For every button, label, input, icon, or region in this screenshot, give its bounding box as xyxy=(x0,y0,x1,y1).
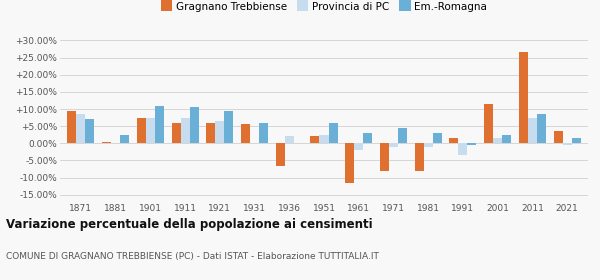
Bar xyxy=(354,143,363,150)
Bar xyxy=(329,123,338,143)
Bar xyxy=(519,52,528,143)
Bar xyxy=(102,142,111,143)
Bar xyxy=(215,121,224,143)
Bar xyxy=(493,138,502,143)
Bar xyxy=(190,107,199,143)
Bar xyxy=(67,111,76,143)
Bar xyxy=(467,143,476,145)
Bar xyxy=(285,136,294,143)
Bar xyxy=(572,138,581,143)
Bar xyxy=(398,128,407,143)
Bar xyxy=(537,114,546,143)
Bar xyxy=(224,111,233,143)
Bar xyxy=(276,143,285,165)
Bar xyxy=(554,131,563,143)
Bar xyxy=(137,118,146,143)
Bar xyxy=(146,118,155,143)
Bar xyxy=(181,118,190,143)
Legend: Gragnano Trebbiense, Provincia di PC, Em.-Romagna: Gragnano Trebbiense, Provincia di PC, Em… xyxy=(161,2,487,12)
Bar xyxy=(206,123,215,143)
Bar xyxy=(319,135,329,143)
Bar xyxy=(424,143,433,147)
Bar xyxy=(502,135,511,143)
Bar xyxy=(433,133,442,143)
Bar xyxy=(172,123,181,143)
Bar xyxy=(259,123,268,143)
Bar xyxy=(415,143,424,171)
Bar xyxy=(484,104,493,143)
Bar xyxy=(458,143,467,155)
Bar xyxy=(85,119,94,143)
Bar xyxy=(389,143,398,147)
Bar xyxy=(528,118,537,143)
Bar xyxy=(120,135,129,143)
Bar xyxy=(241,124,250,143)
Bar xyxy=(449,138,458,143)
Text: COMUNE DI GRAGNANO TREBBIENSE (PC) - Dati ISTAT - Elaborazione TUTTITALIA.IT: COMUNE DI GRAGNANO TREBBIENSE (PC) - Dat… xyxy=(6,252,379,261)
Bar xyxy=(363,133,372,143)
Text: Variazione percentuale della popolazione ai censimenti: Variazione percentuale della popolazione… xyxy=(6,218,373,231)
Bar xyxy=(76,114,85,143)
Bar xyxy=(155,106,164,143)
Bar xyxy=(380,143,389,171)
Bar xyxy=(345,143,354,183)
Bar xyxy=(310,136,319,143)
Bar xyxy=(563,143,572,145)
